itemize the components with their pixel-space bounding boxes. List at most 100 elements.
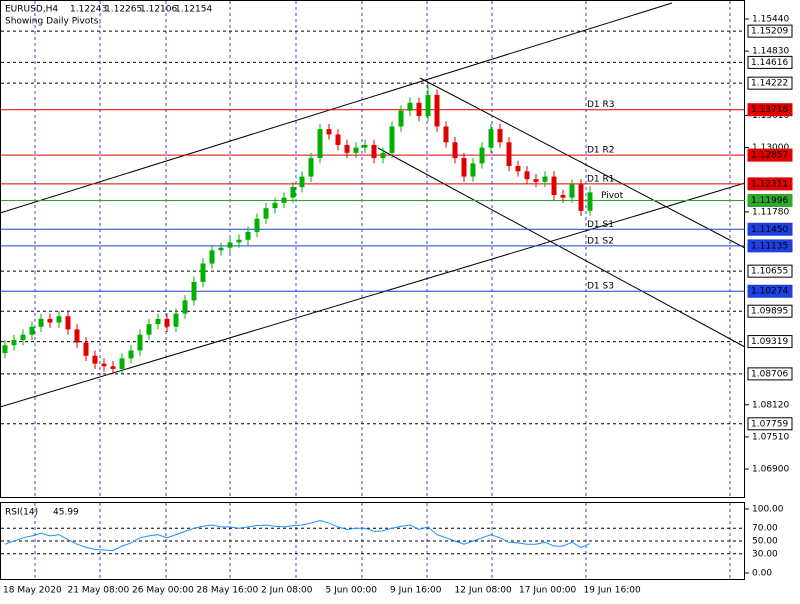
level-box	[747, 222, 793, 236]
candle-body	[533, 179, 539, 182]
candle-body	[443, 126, 449, 143]
level-box	[747, 304, 793, 318]
level-label: 1.14616	[751, 58, 788, 68]
candle-body	[578, 184, 584, 211]
candle-body	[65, 316, 71, 330]
level-label: 1.12311	[751, 179, 788, 189]
candle-body	[506, 142, 512, 167]
level-box	[747, 335, 793, 349]
quote-open: 1.12243	[70, 5, 107, 15]
x-tick-label: 17 Jun 00:00	[519, 586, 576, 596]
level-label: 1.07759	[751, 419, 788, 429]
candle-body	[83, 342, 89, 356]
candle-body	[38, 318, 44, 327]
level-box	[747, 417, 793, 431]
candle-body	[515, 166, 521, 172]
candle-body	[488, 129, 494, 148]
level-name: D1 S2	[587, 236, 614, 246]
channel-up-top	[0, 2, 673, 214]
x-tick-label: 12 Jun 08:00	[455, 586, 512, 596]
level-name: D1 R3	[587, 100, 615, 110]
candle-body	[317, 129, 323, 159]
candle-body	[164, 318, 170, 327]
rsi-tick-label: 0.00	[752, 569, 772, 579]
candle-body	[587, 192, 593, 211]
level-label: 1.13718	[751, 105, 788, 115]
candle-body	[371, 144, 377, 159]
candle-body	[101, 363, 107, 367]
level-box	[747, 367, 793, 381]
candle-body	[416, 102, 422, 116]
level-label: 1.12857	[751, 151, 788, 161]
level-box	[747, 24, 793, 38]
level-label: 1.14222	[751, 79, 788, 89]
level-label: 1.11450	[751, 225, 788, 235]
x-tick-label: 26 May 00:00	[132, 586, 194, 596]
candle-body	[173, 313, 179, 327]
y-tick-label: 1.08120	[752, 400, 789, 410]
symbol: EURUSD,H4	[5, 5, 58, 15]
level-box	[747, 76, 793, 90]
rsi-tick-label: 70.00	[752, 524, 778, 534]
level-label: 1.10655	[751, 267, 788, 277]
level-label: 1.11135	[751, 241, 788, 251]
candle-body	[461, 158, 467, 177]
candle-body	[227, 242, 233, 248]
rsi-name: RSI(14)	[5, 508, 38, 518]
candle-body	[281, 197, 287, 203]
quote-close: 1.12154	[175, 5, 212, 15]
candle-body	[380, 152, 386, 159]
candle-body	[119, 358, 125, 369]
rsi-last: 45.99	[53, 508, 79, 518]
candle-body	[362, 144, 368, 148]
candle-body	[236, 239, 242, 243]
channel-down-top	[419, 77, 746, 249]
candle-body	[254, 218, 260, 232]
y-tick-label: 1.06900	[752, 465, 789, 475]
x-tick-label: 5 Jun 00:00	[326, 586, 378, 596]
candle-body	[470, 163, 476, 177]
level-label: 1.10274	[751, 287, 788, 297]
candle-body	[128, 350, 134, 359]
candle-body	[398, 110, 404, 127]
candle-body	[263, 208, 269, 219]
main-panel	[0, 0, 745, 498]
y-tick-label: 1.13000	[752, 143, 789, 153]
level-name: D1 R1	[587, 174, 615, 184]
candle-body	[56, 316, 62, 323]
candle-body	[434, 94, 440, 127]
x-tick-label: 21 May 08:00	[68, 586, 130, 596]
candle-body	[92, 355, 98, 364]
channel-down-bottom	[377, 147, 746, 348]
candle-body	[20, 334, 26, 340]
candle-body	[560, 195, 566, 198]
candle-body	[200, 263, 206, 282]
level-name: Pivot	[601, 191, 624, 201]
level-label: 1.08706	[751, 369, 788, 379]
y-tick-label: 1.14830	[752, 47, 789, 57]
candle-body	[218, 247, 224, 251]
x-tick-label: 2 Jun 08:00	[261, 586, 313, 596]
trendlines	[0, 2, 746, 408]
x-tick-label: 28 May 16:00	[197, 586, 259, 596]
candle-body	[551, 176, 557, 196]
candle-body	[74, 329, 80, 343]
candle-body	[191, 281, 197, 301]
candle-body	[11, 339, 17, 346]
level-label: 1.09319	[751, 337, 788, 347]
subtitle: Showing Daily Pivots.	[5, 17, 101, 27]
y-tick-label: 1.07510	[752, 432, 789, 442]
candle-body	[542, 176, 548, 182]
candle-body	[146, 324, 152, 335]
level-name: D1 S3	[587, 282, 614, 292]
candle-body	[308, 158, 314, 177]
x-tick-label: 9 Jun 16:00	[390, 586, 442, 596]
candle-body	[155, 318, 161, 325]
candle-body	[137, 334, 143, 351]
candle-body	[335, 134, 341, 145]
y-tick-label: 1.15440	[752, 14, 789, 24]
level-box	[747, 55, 793, 69]
candle-body	[344, 144, 350, 153]
